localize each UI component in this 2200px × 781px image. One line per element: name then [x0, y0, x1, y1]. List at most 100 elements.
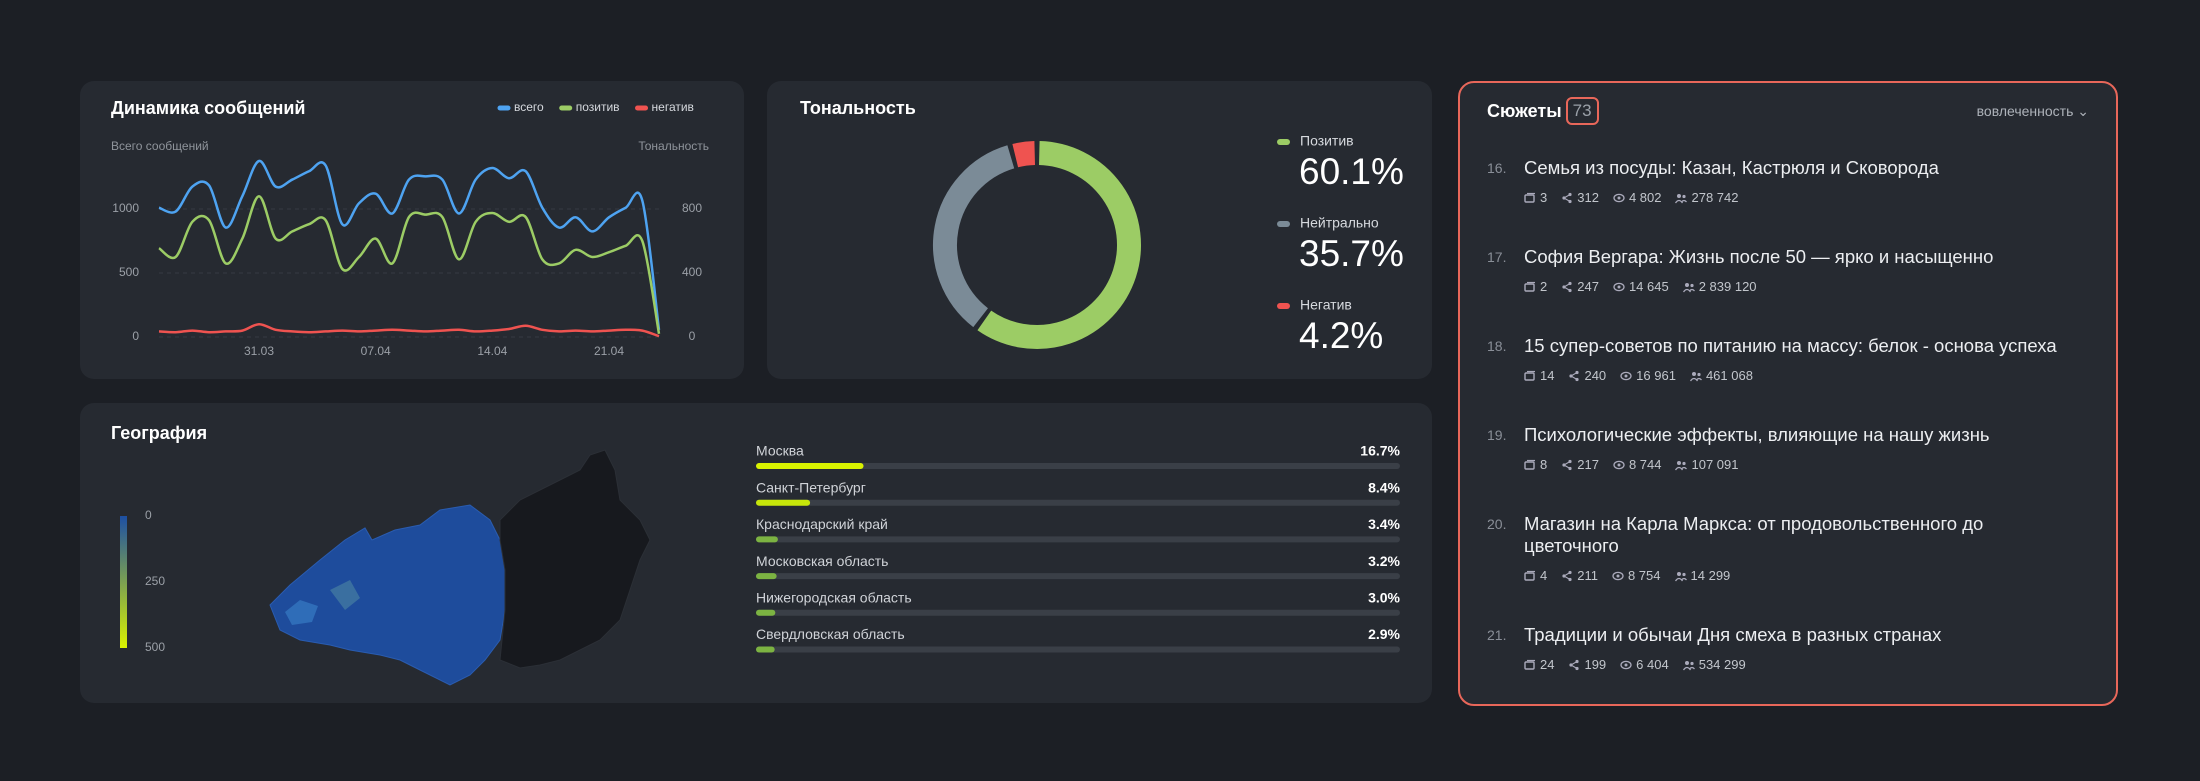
- story-item[interactable]: 19. Психологические эффекты, влияющие на …: [1487, 424, 2097, 474]
- story-number: 19.: [1487, 427, 1507, 443]
- donut-segment: [977, 141, 1141, 349]
- stat-icon: [1613, 282, 1625, 292]
- stat-icon: [1524, 570, 1535, 581]
- value-label: 2.9%: [1368, 626, 1400, 642]
- story-title[interactable]: Магазин на Карла Маркса: от продовольств…: [1524, 513, 1984, 556]
- bar-track: [756, 499, 1400, 506]
- bar-label: Свердловская область: [756, 626, 905, 642]
- stat-icon: [1562, 192, 1572, 204]
- panel-title: Сюжеты: [1487, 100, 1562, 121]
- story-stats: 3 312 4 802 278 742: [1524, 189, 2074, 207]
- colorbar: [120, 516, 127, 648]
- count-badge: 73: [1565, 97, 1599, 125]
- story-stats: 8 217 8 744 107 091: [1524, 456, 2074, 474]
- stat-icon: [1613, 193, 1625, 203]
- stat: 8 744: [1613, 456, 1661, 474]
- stat: 2: [1524, 278, 1547, 296]
- bar: [756, 463, 864, 469]
- stat: 247: [1561, 278, 1599, 296]
- x-tick-label: 21.04: [594, 344, 624, 358]
- stat: 4: [1524, 567, 1547, 585]
- stat-value: 2: [1540, 279, 1548, 294]
- legend-label: Позитив: [1300, 133, 1354, 149]
- story-stats: 4 211 8 754 14 299: [1524, 567, 2074, 585]
- value-label: 3.4%: [1368, 516, 1400, 532]
- map-region: [285, 600, 318, 625]
- story-number: 16.: [1487, 160, 1507, 176]
- story-item[interactable]: 20. Магазин на Карла Маркса: от продоволь…: [1487, 513, 2097, 585]
- story-item[interactable]: 17. София Вергара: Жизнь после 50 — ярко …: [1487, 246, 2097, 296]
- map-region: [330, 580, 360, 610]
- stories-list: 16. Семья из посуды: Казан, Кастрюля и Ск…: [1487, 157, 2097, 713]
- story-title[interactable]: София Вергара: Жизнь после 50 — ярко и н…: [1524, 246, 1994, 267]
- stat-icon: [1524, 281, 1535, 292]
- story-number: 17.: [1487, 249, 1507, 265]
- story-item[interactable]: 16. Семья из посуды: Казан, Кастрюля и Ск…: [1487, 157, 2097, 207]
- stat-icon: [1562, 459, 1572, 471]
- stat-value: 2 839 120: [1698, 279, 1757, 294]
- stat-value: 24: [1540, 657, 1555, 672]
- axis-label: Всего сообщений: [111, 139, 209, 153]
- story-item[interactable]: 21. Традиции и обычаи Дня смеха в разных …: [1487, 624, 2097, 674]
- line-series: [158, 194, 661, 335]
- donut-segment: [1012, 141, 1036, 168]
- map: [269, 449, 651, 686]
- story-body: Семья из посуды: Казан, Кастрюля и Сково…: [1524, 157, 2074, 207]
- story-body: Магазин на Карла Маркса: от продовольств…: [1524, 513, 2074, 585]
- card: [767, 81, 1432, 379]
- stat-icon: [1562, 281, 1572, 293]
- story-body: Традиции и обычаи Дня смеха в разных стр…: [1524, 624, 2074, 674]
- bar-track: [756, 463, 1400, 469]
- stat: 8: [1524, 456, 1547, 474]
- story-title[interactable]: Семья из посуды: Казан, Кастрюля и Сково…: [1524, 157, 1939, 178]
- stat: 217: [1561, 456, 1599, 474]
- value-label: 35.7%: [1299, 233, 1404, 274]
- story-title[interactable]: 15 супер-советов по питанию на массу: бе…: [1524, 335, 2057, 356]
- stat-icon: [1620, 371, 1632, 381]
- stat-icon: [1524, 659, 1535, 670]
- story-title[interactable]: Традиции и обычаи Дня смеха в разных стр…: [1524, 624, 1942, 645]
- stat-value: 240: [1584, 368, 1607, 383]
- stat: 14: [1524, 367, 1554, 385]
- value-label: 3.2%: [1368, 553, 1400, 569]
- story-item[interactable]: 18. 15 супер-советов по питанию на массу:…: [1487, 335, 2097, 385]
- stat-icon: [1569, 370, 1580, 382]
- value-label: 16.7%: [1360, 443, 1400, 459]
- card-title: Тональность: [800, 98, 916, 118]
- bar-track: [756, 573, 1400, 580]
- stat: 2 839 120: [1682, 278, 1757, 296]
- y-tick-label: 0: [132, 329, 139, 343]
- stories-panel: Сюжеты 73 вовлеченность ⌄ 16. Семья из по…: [1458, 81, 2118, 706]
- legend-label: Нейтрально: [1300, 215, 1379, 231]
- stat: 461 068: [1689, 367, 1753, 385]
- donut-segment: [933, 145, 1015, 328]
- x-tick-label: 14.04: [477, 344, 507, 358]
- stat-icon: [1524, 459, 1535, 470]
- map-region: [499, 449, 651, 669]
- axis-label: Тональность: [638, 139, 709, 153]
- story-body: Психологические эффекты, влияющие на наш…: [1524, 424, 2074, 474]
- stat-icon: [1620, 660, 1632, 670]
- stat-icon: [1524, 192, 1535, 203]
- value-label: 4.2%: [1299, 315, 1383, 356]
- sort-label[interactable]: вовлеченность: [1976, 102, 2074, 119]
- story-number: 21.: [1487, 627, 1507, 643]
- colorbar-tick-label: 0: [145, 508, 152, 522]
- stat: 240: [1568, 367, 1606, 385]
- stat: 8 754: [1612, 567, 1661, 585]
- sort-select[interactable]: вовлеченность ⌄: [1976, 102, 2089, 119]
- story-title[interactable]: Психологические эффекты, влияющие на наш…: [1524, 424, 1990, 445]
- stat: 4 802: [1613, 189, 1661, 207]
- stat-value: 312: [1577, 190, 1599, 205]
- stat-value: 6 404: [1636, 657, 1669, 672]
- stat-icon: [1682, 661, 1695, 671]
- stat-icon: [1682, 283, 1695, 293]
- stat-value: 217: [1577, 457, 1599, 472]
- stat-value: 8: [1540, 457, 1548, 472]
- stat-icon: [1524, 370, 1535, 381]
- stat-icon: [1569, 659, 1580, 671]
- stat-value: 14 299: [1690, 568, 1731, 583]
- stat-value: 199: [1584, 657, 1607, 672]
- bar-track: [756, 609, 1400, 616]
